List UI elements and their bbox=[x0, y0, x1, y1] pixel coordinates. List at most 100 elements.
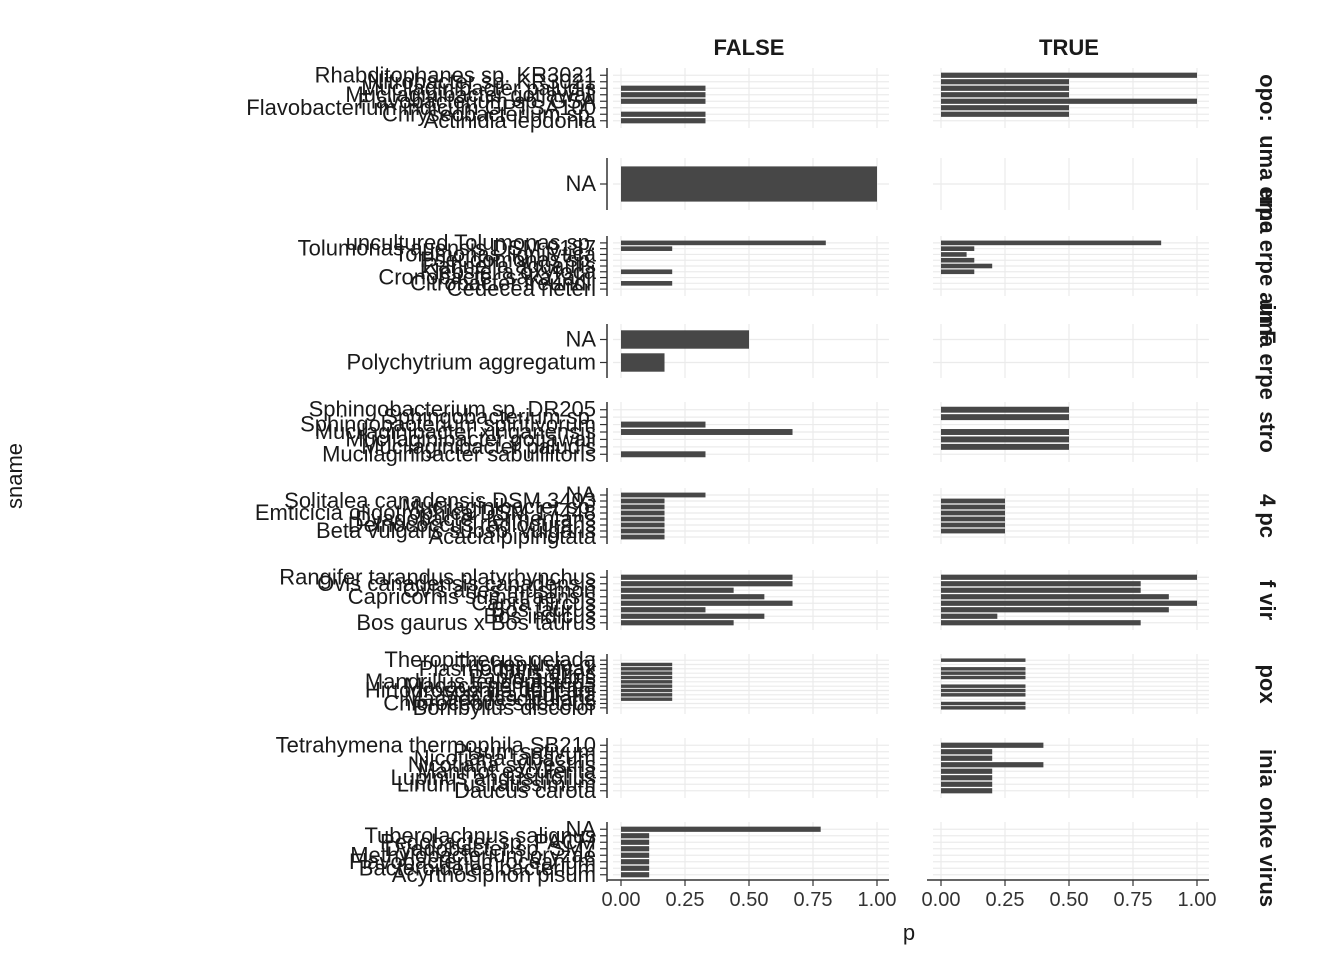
bar bbox=[621, 166, 877, 202]
bar bbox=[621, 680, 673, 684]
bar bbox=[941, 510, 1005, 516]
bar bbox=[621, 516, 665, 522]
y-tick-label: Bos gaurus x Bos taurus bbox=[356, 610, 596, 635]
bar bbox=[621, 607, 706, 613]
y-tick-label: Klebsiella oxytoca bbox=[420, 259, 597, 284]
bar bbox=[941, 600, 1197, 606]
y-tick-label: Chryseobacterium sp. bbox=[382, 101, 596, 126]
bar bbox=[621, 667, 673, 671]
y-tick-label: Bos taurus bbox=[491, 597, 596, 622]
bar bbox=[941, 406, 1069, 413]
bar bbox=[941, 574, 1197, 580]
bar bbox=[941, 528, 1005, 534]
y-tick-label: Papio anubis bbox=[469, 665, 596, 690]
bar bbox=[621, 613, 765, 619]
y-tick-label: Pseudomonas sp. bbox=[420, 247, 596, 272]
y-tick-label: Hirtodrosophila duncani bbox=[365, 678, 596, 703]
x-tick-label: 0.00 bbox=[922, 889, 961, 911]
x-tick-label: 0.50 bbox=[730, 889, 769, 911]
bar bbox=[621, 330, 749, 349]
bar bbox=[941, 443, 1069, 450]
bar bbox=[941, 667, 1026, 671]
bar bbox=[621, 865, 650, 871]
bar bbox=[941, 781, 993, 787]
bar bbox=[621, 846, 650, 852]
bar bbox=[941, 263, 993, 269]
bar bbox=[621, 688, 673, 693]
y-tick-label: Bacteroidetes bacterium bbox=[359, 855, 596, 880]
bar bbox=[941, 688, 1026, 693]
bar bbox=[621, 581, 793, 587]
x-tick-label: 1.00 bbox=[858, 889, 897, 911]
y-tick-label: Sphingobacterium sp. bbox=[383, 404, 596, 429]
row-strip-label: onke virus bbox=[1255, 797, 1280, 907]
x-tick-label: 0.50 bbox=[1050, 889, 1089, 911]
bar bbox=[621, 246, 673, 251]
bar bbox=[941, 257, 975, 263]
y-tick-label: Rangifer tarandus platyrhynchus bbox=[279, 564, 596, 589]
x-tick-label: 0.25 bbox=[666, 889, 705, 911]
bar bbox=[941, 498, 1005, 504]
bar bbox=[941, 252, 967, 257]
bar bbox=[941, 587, 1141, 593]
y-tick-label: Lupinus angustifolius bbox=[391, 765, 596, 790]
y-tick-label: NA bbox=[565, 171, 596, 196]
facet-label-false: FALSE bbox=[714, 35, 785, 60]
y-tick-label: Methylobacterium oryzae bbox=[350, 842, 596, 867]
y-tick-label: Capra hircus bbox=[471, 590, 596, 615]
bar bbox=[621, 594, 765, 600]
bar bbox=[941, 706, 1026, 710]
bar bbox=[621, 118, 706, 124]
y-tick-label: Macaca mulatta bbox=[441, 682, 597, 707]
bar bbox=[621, 429, 793, 435]
row-strip-label: 4 pc bbox=[1255, 494, 1280, 538]
bar bbox=[941, 701, 1026, 706]
y-tick-label: Mucilaginibacter gotjawali bbox=[345, 82, 596, 107]
bar bbox=[941, 594, 1169, 600]
y-tick-label: Acacia pipingtata bbox=[428, 524, 596, 549]
bar bbox=[621, 85, 706, 91]
bar bbox=[621, 675, 673, 680]
bar bbox=[941, 72, 1197, 78]
y-tick-label: Mucilaginibacter sabulilitoris bbox=[322, 441, 596, 466]
y-tick-label: Nicotiana sylvestris bbox=[408, 752, 596, 777]
bar bbox=[941, 675, 1026, 680]
y-tick-label: Nitrobacter sp. KR3021 bbox=[367, 69, 596, 94]
y-tick-label: Pedobacter sp. PACM bbox=[380, 829, 596, 854]
bar bbox=[941, 436, 1069, 443]
x-tick-label: 0.25 bbox=[986, 889, 1025, 911]
bar bbox=[941, 92, 1069, 98]
y-tick-label: Capricornis sumatraensis bbox=[348, 584, 596, 609]
bar bbox=[621, 574, 793, 580]
y-tick-label: Tuberolachnus salignus bbox=[364, 823, 596, 848]
y-tick-label: Cronobacter sakazakii bbox=[378, 265, 596, 290]
y-tick-label: Theropithecus gelada bbox=[384, 647, 596, 672]
bar bbox=[941, 246, 975, 251]
bar bbox=[941, 581, 1141, 587]
bar bbox=[621, 504, 665, 510]
bar bbox=[621, 98, 706, 104]
bar bbox=[621, 353, 665, 372]
bar bbox=[941, 755, 993, 761]
y-tick-label: Tolumonas lignilytica bbox=[394, 241, 597, 266]
bar bbox=[621, 510, 665, 516]
y-tick-label: NA bbox=[565, 327, 596, 352]
bar bbox=[621, 600, 793, 606]
y-tick-label: NA bbox=[565, 816, 596, 841]
y-axis-title: sname bbox=[2, 443, 27, 509]
row-strip-label: opo: bbox=[1255, 74, 1280, 122]
bar bbox=[941, 516, 1005, 522]
bar bbox=[941, 749, 993, 755]
bar bbox=[621, 421, 706, 428]
row-strip-label: inia bbox=[1255, 749, 1280, 788]
y-tick-label: Deinococcus radiodurans bbox=[348, 512, 596, 537]
y-tick-label: Rhabditophanes sp. KR3021 bbox=[315, 62, 596, 87]
bar bbox=[621, 662, 673, 667]
bar bbox=[941, 522, 1005, 528]
bar bbox=[941, 98, 1197, 104]
bar bbox=[621, 111, 706, 117]
x-tick-label: 0.75 bbox=[794, 889, 833, 911]
bar bbox=[941, 504, 1005, 510]
y-tick-label: Ovis aries bbox=[498, 660, 596, 685]
